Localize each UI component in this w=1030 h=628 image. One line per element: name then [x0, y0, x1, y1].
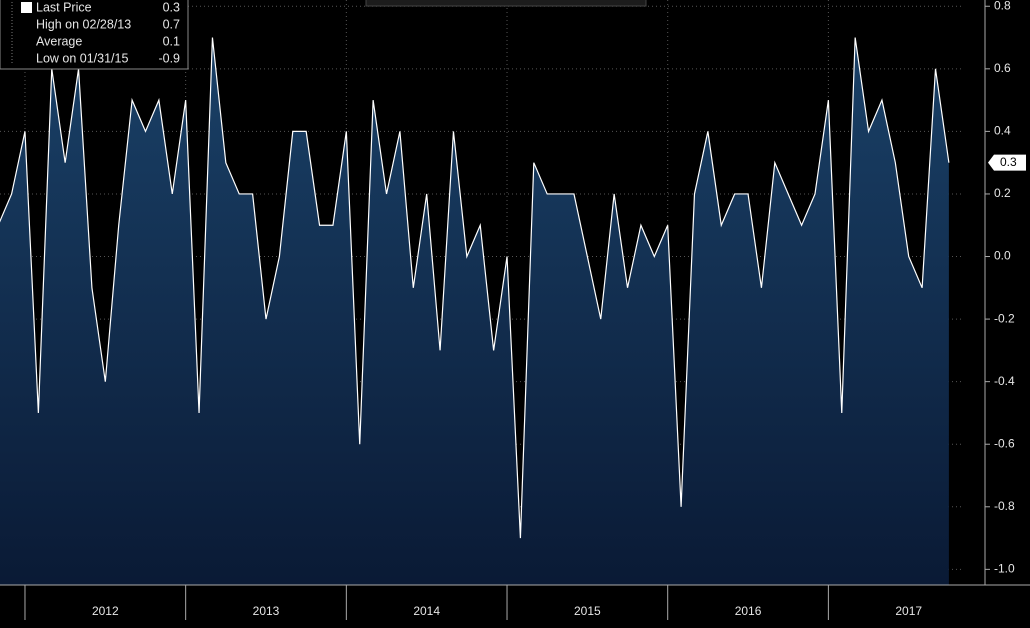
- y-tick-label: -1.0: [994, 562, 1015, 576]
- y-tick-label: -0.2: [994, 311, 1015, 325]
- legend-label: Low on 01/31/15: [36, 51, 128, 65]
- last-price-tag: [988, 154, 1026, 171]
- y-tick-label: 0.0: [994, 249, 1011, 263]
- y-tick-label: 0.4: [994, 124, 1011, 138]
- legend-label: Last Price: [36, 0, 92, 14]
- y-tick-label: -0.6: [994, 436, 1015, 450]
- legend-value: 0.1: [163, 34, 180, 48]
- legend-value: 0.7: [163, 17, 180, 31]
- toolbar-button: News: [530, 0, 560, 2]
- legend-value: -0.9: [158, 51, 180, 65]
- y-tick-label: -0.4: [994, 374, 1015, 388]
- last-price-value: 0.3: [1000, 155, 1017, 169]
- toolbar-button: Annotate: [436, 0, 484, 2]
- legend-label: High on 02/28/13: [36, 17, 131, 31]
- y-tick-label: 0.6: [994, 61, 1011, 75]
- legend: Last Price 0.3 High on 02/28/13 0.7 Average 0…: [0, 0, 189, 70]
- y-tick-label: 0.2: [994, 186, 1011, 200]
- x-axis-band: [0, 585, 1030, 628]
- legend-label: Average: [36, 34, 82, 48]
- x-tick-label: 2015: [574, 604, 601, 618]
- toolbar-button: Track: [380, 0, 411, 2]
- legend-swatch: [21, 2, 32, 13]
- legend-value: 0.3: [163, 0, 180, 14]
- y-tick-label: -0.8: [994, 499, 1015, 513]
- line: [0, 37, 950, 539]
- x-tick-label: 2013: [253, 604, 280, 618]
- area-fill: [0, 37, 949, 585]
- toolbar: [365, 0, 647, 7]
- y-tick-label: 0.8: [994, 0, 1011, 12]
- x-tick-label: 2012: [92, 604, 119, 618]
- x-tick-label: 2017: [895, 604, 922, 618]
- x-tick-label: 2014: [413, 604, 440, 618]
- x-tick-label: 2016: [735, 604, 762, 618]
- toolbar-button: Zoom: [597, 0, 628, 2]
